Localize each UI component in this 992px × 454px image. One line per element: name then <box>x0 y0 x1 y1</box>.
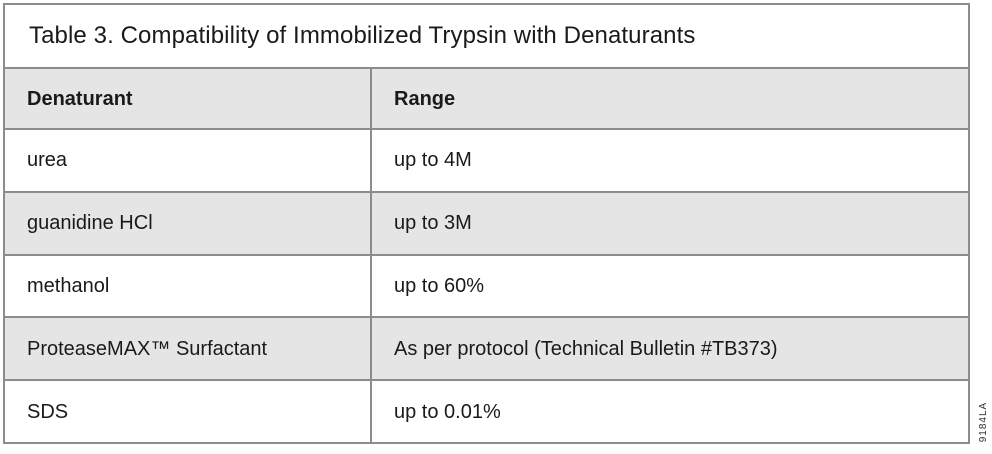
table-title: Table 3. Compatibility of Immobilized Tr… <box>29 22 696 49</box>
cell-range: up to 4M <box>394 149 472 172</box>
cell-range: up to 60% <box>394 274 485 297</box>
cell-denaturant: guanidine HCl <box>5 192 372 254</box>
cell-denaturant: SDS <box>5 381 372 442</box>
cell-denaturant: ProteaseMAX™ Surfactant <box>5 318 372 380</box>
column-header-range: Range <box>394 87 456 110</box>
cell-denaturant: methanol <box>5 255 372 317</box>
table-row-sds: SDS up to 0.01% <box>5 379 968 442</box>
cell-range: up to 0.01% <box>394 400 501 423</box>
cell-range: up to 3M <box>394 212 472 235</box>
table-row-guanidine-hcl: guanidine HCl up to 3M <box>5 190 968 254</box>
table-row-methanol: methanol up to 60% <box>5 253 968 317</box>
cell-denaturant: urea <box>5 130 372 191</box>
table-row-proteasemax-surfactant: ProteaseMAX™ Surfactant As per protocol … <box>5 316 968 380</box>
column-header-denaturant: Denaturant <box>5 69 372 128</box>
table-row-urea: urea up to 4M <box>5 128 968 191</box>
table-title-row: Table 3. Compatibility of Immobilized Tr… <box>5 5 968 67</box>
compatibility-table: Table 3. Compatibility of Immobilized Tr… <box>3 3 970 444</box>
table-header-row: Denaturant Range <box>5 67 968 128</box>
cell-range: As per protocol (Technical Bulletin #TB3… <box>394 337 778 360</box>
figure-number-watermark: 9184LA <box>978 401 989 443</box>
